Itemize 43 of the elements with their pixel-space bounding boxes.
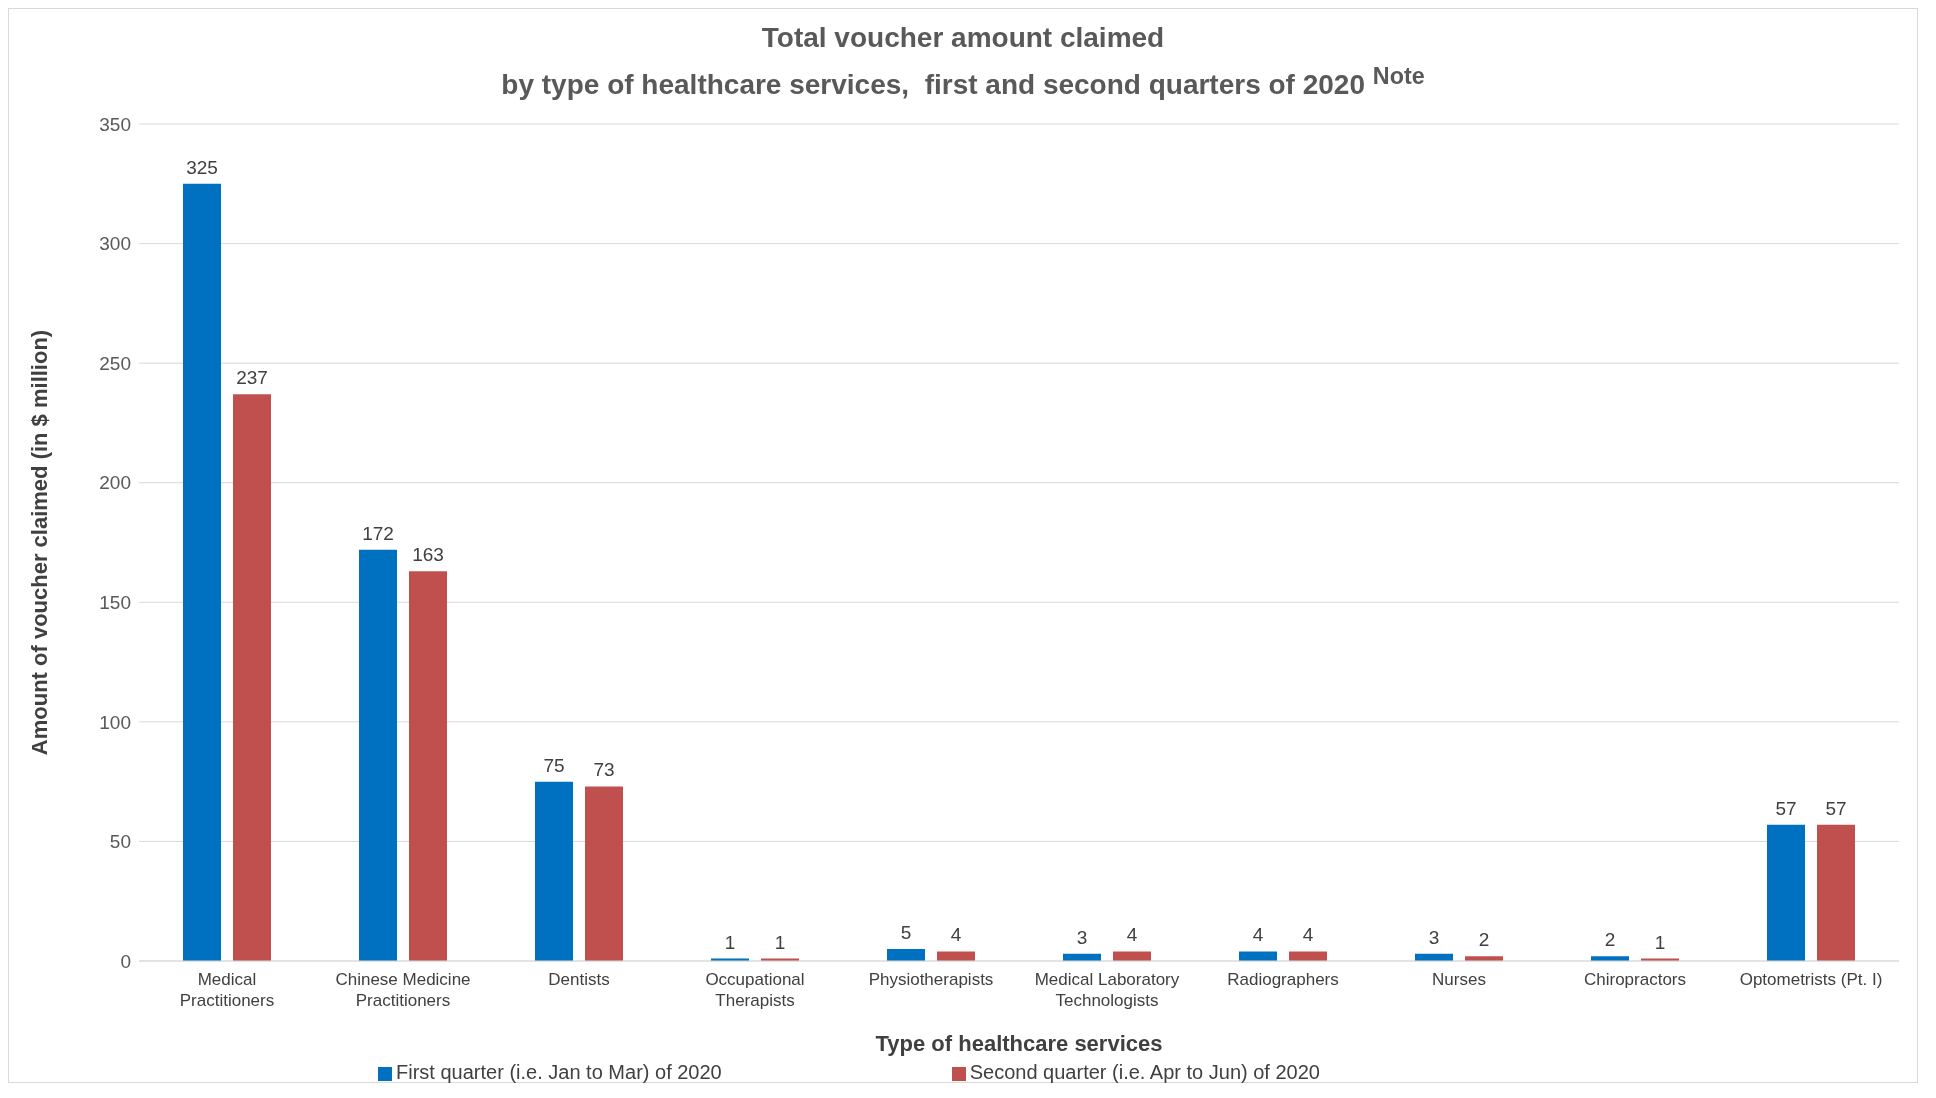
y-axis-title: Amount of voucher claimed (in $ million): [26, 330, 52, 756]
data-label: 57: [1825, 798, 1847, 820]
y-tick-label: 300: [99, 233, 131, 255]
data-label: 4: [1302, 924, 1314, 946]
legend-label: Second quarter (i.e. Apr to Jun) of 2020: [969, 1061, 1320, 1084]
data-label: 237: [236, 367, 268, 389]
data-label: 75: [543, 754, 565, 776]
data-label: 1: [774, 931, 786, 953]
data-label: 73: [593, 759, 615, 781]
x-tick-label: Chiropractors: [1583, 970, 1687, 990]
data-label: 4: [950, 924, 962, 946]
x-tick-label: Chinese Medicine Practitioners: [335, 970, 471, 1011]
y-tick-label: 0: [120, 951, 131, 973]
data-label: 1: [724, 931, 736, 953]
data-label: 2: [1604, 929, 1616, 951]
y-tick-label: 100: [99, 711, 131, 733]
x-tick-label: Dentists: [548, 970, 610, 990]
chart-title: Total voucher amount claimed by type of healthcare services, first and second quarters of 2020 $^{Note}$: [500, 21, 1426, 103]
x-tick-label: Radiographers: [1227, 970, 1339, 990]
data-label: 3: [1076, 927, 1088, 949]
y-tick-label: 350: [99, 114, 131, 136]
x-tick-label: Medical Practitioners: [179, 970, 275, 1011]
x-axis-title: Type of healthcare services: [875, 1031, 1163, 1057]
x-tick-label: Optometrists (Pt. I): [1739, 970, 1883, 990]
legend-label: First quarter (i.e. Jan to Mar) of 2020: [396, 1061, 722, 1084]
x-tick-label: Physiotherapists: [868, 970, 994, 990]
data-label: 4: [1252, 924, 1264, 946]
data-label: 5: [900, 922, 912, 944]
data-label: 2: [1478, 929, 1490, 951]
x-tick-label: Occupational Therapists: [705, 970, 805, 1011]
data-label: 325: [186, 157, 218, 179]
data-label: 3: [1428, 927, 1440, 949]
y-tick-label: 50: [109, 831, 131, 853]
data-label: 172: [362, 523, 394, 544]
data-label: 4: [1126, 924, 1138, 946]
y-tick-label: 200: [99, 472, 131, 494]
data-label: 57: [1775, 798, 1797, 820]
x-tick-label: Nurses: [1432, 970, 1486, 990]
data-label: 163: [412, 544, 444, 566]
data-label: 1: [1654, 931, 1666, 953]
y-tick-label: 250: [99, 353, 131, 375]
y-tick-label: 150: [99, 592, 131, 614]
x-tick-label: Medical Laboratory Technologists: [1034, 970, 1180, 1011]
